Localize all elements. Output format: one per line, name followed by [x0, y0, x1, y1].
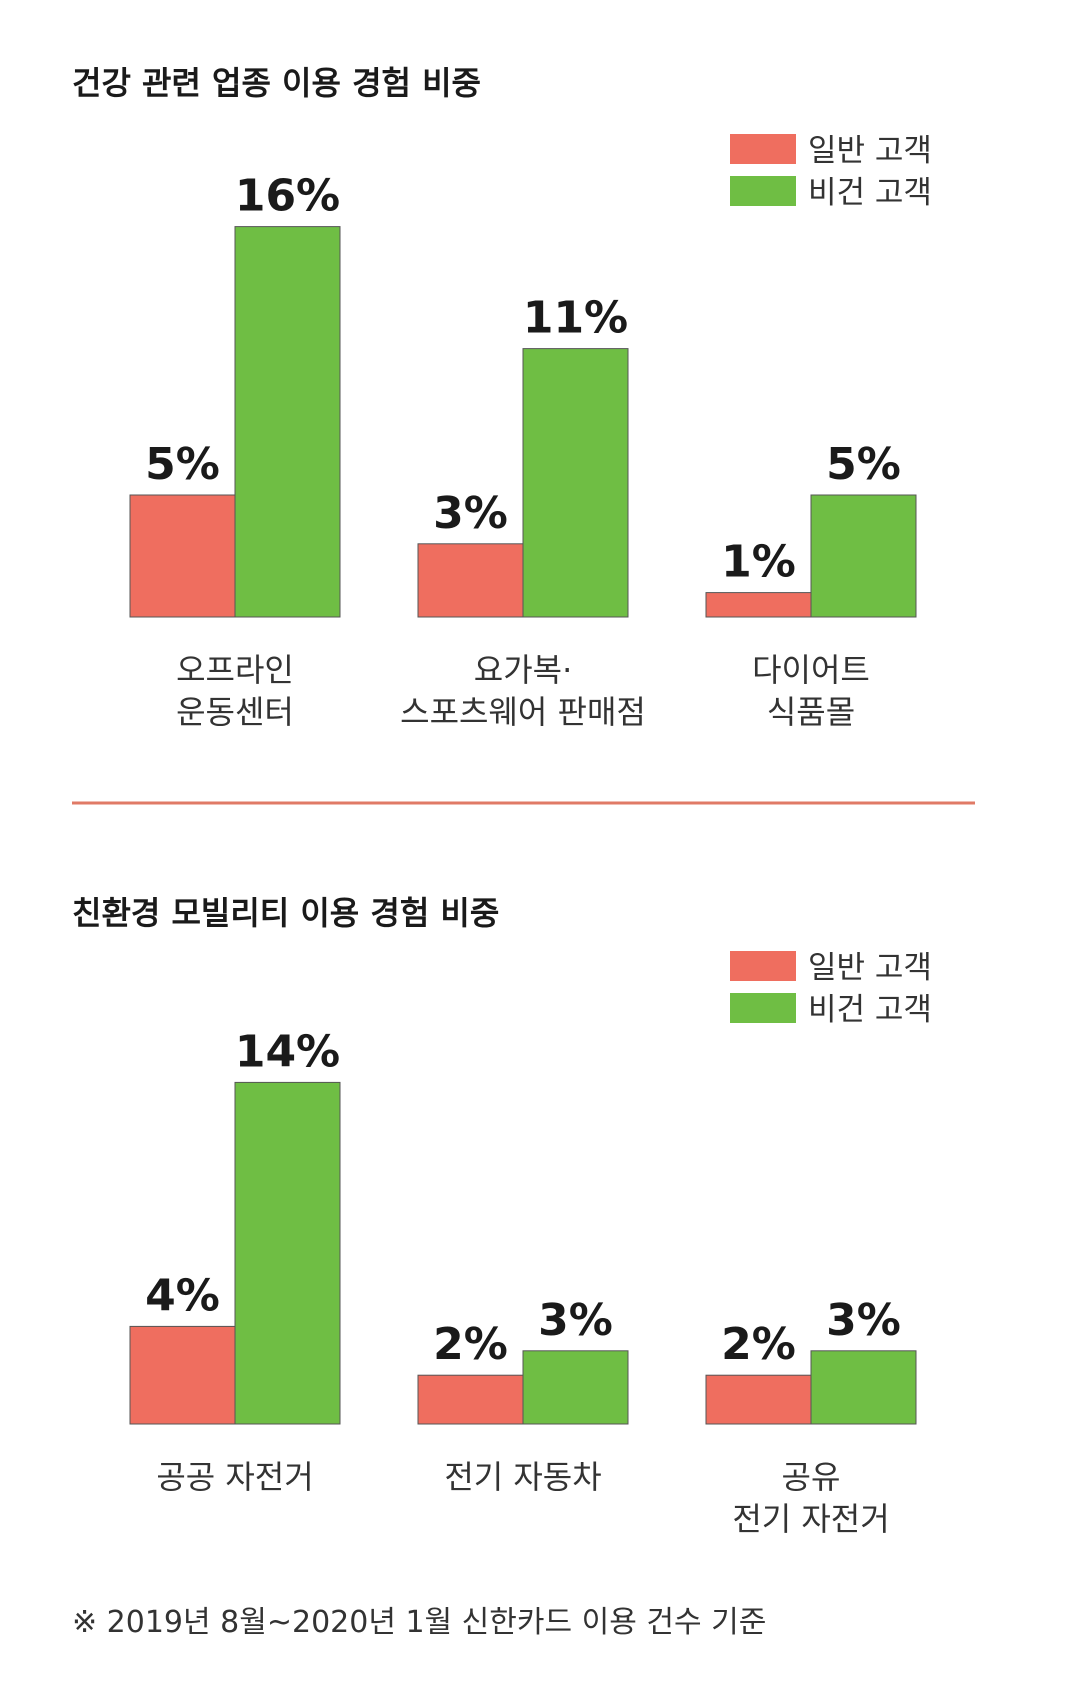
data-label: 1%	[721, 537, 796, 588]
bar-vegan	[810, 494, 917, 618]
category-label: 운동센터	[176, 693, 294, 731]
legend-label-general: 일반 고객	[808, 133, 932, 169]
legend-swatch-vegan	[730, 176, 796, 206]
category-label: 공유	[782, 1458, 841, 1496]
data-label: 3%	[433, 488, 508, 539]
data-label: 2%	[721, 1319, 796, 1370]
data-label: 5%	[826, 439, 901, 490]
data-label: 11%	[523, 293, 628, 344]
legend-swatch-general	[730, 951, 796, 981]
legend-swatch-vegan	[730, 993, 796, 1023]
bar-general	[705, 1374, 812, 1425]
category-label: 전기 자전거	[732, 1500, 889, 1538]
data-label: 16%	[235, 171, 340, 222]
legend-label-vegan: 비건 고객	[808, 175, 932, 211]
bar-vegan	[522, 348, 629, 618]
legend-swatch-general	[730, 134, 796, 164]
data-label: 2%	[433, 1319, 508, 1370]
bar-vegan	[522, 1350, 629, 1425]
bar-general	[417, 543, 524, 618]
bar-general	[417, 1374, 524, 1425]
data-label: 5%	[145, 439, 220, 490]
bar-general	[705, 592, 812, 618]
footnote: ※ 2019년 8월~2020년 1월 신한카드 이용 건수 기준	[72, 1605, 766, 1640]
bar-vegan	[810, 1350, 917, 1425]
chart-title: 건강 관련 업종 이용 경험 비중	[72, 64, 481, 102]
category-label: 스포츠웨어 판매점	[400, 693, 646, 731]
chart-title: 친환경 모빌리티 이용 경험 비중	[72, 894, 499, 932]
category-label: 요가복·	[474, 651, 573, 689]
bar-vegan	[234, 1081, 341, 1425]
category-label: 오프라인	[176, 651, 294, 689]
legend-label-vegan: 비건 고객	[808, 992, 932, 1028]
category-label: 다이어트	[752, 651, 870, 689]
data-label: 3%	[826, 1295, 901, 1346]
bar-general	[129, 494, 236, 618]
category-label: 식품몰	[767, 693, 855, 731]
category-label: 공공 자전거	[156, 1458, 313, 1496]
bar-vegan	[234, 226, 341, 618]
data-label: 14%	[235, 1026, 340, 1077]
legend-label-general: 일반 고객	[808, 950, 932, 986]
data-label: 3%	[538, 1295, 613, 1346]
data-label: 4%	[145, 1270, 220, 1321]
category-label: 전기 자동차	[444, 1458, 601, 1496]
bar-general	[129, 1325, 236, 1425]
